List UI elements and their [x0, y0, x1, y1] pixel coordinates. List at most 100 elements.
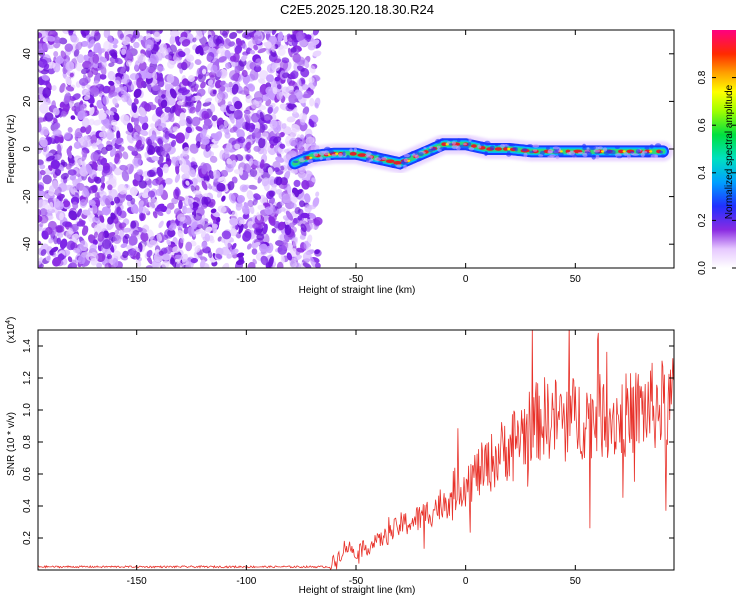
ridge-fringe: [439, 138, 445, 141]
noise-speck: [106, 128, 113, 140]
ridge-fringe: [539, 150, 545, 156]
noise-speck: [93, 80, 100, 86]
noise-speck: [125, 194, 133, 202]
noise-speck: [281, 123, 287, 129]
ridge-fringe: [582, 147, 588, 151]
noise-speck: [83, 95, 91, 101]
noise-speck: [120, 48, 127, 56]
noise-speck: [164, 177, 173, 185]
noise-speck: [243, 109, 251, 115]
ridge-core-blob: [357, 153, 367, 157]
spectrogram-x-ticks: -150 -100 -50 0 50: [127, 30, 581, 285]
noise-speck: [164, 54, 172, 60]
ridge-fringe: [489, 145, 495, 151]
noise-speck: [201, 204, 208, 210]
noise-speck: [38, 159, 44, 166]
ridge-fringe: [378, 161, 383, 165]
ridge-fringe: [479, 141, 485, 147]
noise-speck: [296, 65, 305, 72]
noise-speck: [152, 85, 161, 91]
noise-speck: [115, 137, 124, 144]
noise-speck: [282, 193, 292, 204]
noise-speck: [82, 209, 91, 216]
noise-speck: [267, 167, 273, 175]
noise-speck: [146, 138, 153, 147]
noise-speck: [280, 200, 285, 206]
ridge-fringe: [435, 138, 441, 144]
ridge-fringe: [538, 154, 544, 157]
noise-speck: [250, 112, 261, 123]
noise-speck: [90, 151, 99, 162]
noise-speck: [131, 102, 138, 113]
noise-speck: [304, 193, 311, 203]
noise-speck: [271, 30, 277, 36]
noise-speck: [44, 112, 54, 122]
noise-speck: [101, 239, 112, 250]
noise-speck: [190, 178, 198, 187]
noise-speck: [92, 62, 99, 69]
noise-speck: [303, 90, 312, 99]
noise-speck: [174, 173, 181, 183]
spectrogram-y-tick-label: -20: [22, 189, 33, 204]
noise-speck: [215, 69, 223, 78]
ridge-fringe: [552, 150, 559, 154]
noise-speck: [105, 110, 115, 116]
noise-speck: [129, 186, 139, 196]
noise-speck: [311, 177, 316, 183]
noise-speck: [112, 125, 120, 132]
ridge-fringe: [324, 150, 329, 156]
noise-speck: [235, 37, 243, 47]
noise-speck: [209, 151, 215, 158]
spectrogram-y-ticks: -40 -20 0 20 40: [22, 48, 674, 251]
noise-speck: [181, 78, 189, 86]
noise-speck: [241, 204, 250, 215]
ridge-fringe: [593, 149, 601, 153]
ridge-fringe: [403, 164, 407, 169]
noise-speck: [252, 160, 262, 167]
noise-speck: [41, 74, 50, 81]
noise-speck: [231, 83, 239, 95]
noise-speck: [185, 54, 195, 62]
noise-speck: [60, 50, 67, 60]
noise-speck: [109, 49, 118, 57]
noise-speck: [130, 197, 136, 205]
noise-speck: [65, 85, 75, 92]
noise-speck: [120, 66, 126, 75]
noise-speck: [138, 114, 149, 125]
noise-speck: [272, 136, 282, 144]
snr-scale-prefix: (x10: [6, 323, 17, 343]
ridge-fringe: [324, 146, 331, 152]
noise-speck: [173, 208, 181, 216]
noise-speck: [46, 44, 54, 49]
snr-series-line: [38, 330, 674, 570]
ridge-fringe: [416, 157, 422, 162]
noise-speck: [219, 80, 226, 86]
noise-speck: [214, 131, 223, 142]
noise-speck: [239, 90, 249, 95]
noise-speck: [166, 74, 175, 84]
noise-speck: [207, 250, 213, 259]
ridge-fringe: [319, 156, 323, 161]
noise-speck: [42, 174, 52, 185]
ridge-fringe: [484, 140, 491, 146]
noise-speck: [274, 76, 281, 82]
noise-speck: [247, 83, 256, 92]
noise-speck: [160, 99, 168, 109]
noise-speck: [146, 249, 153, 258]
noise-speck: [277, 48, 286, 56]
spectrogram-y-tick-label: 40: [22, 48, 33, 60]
noise-speck: [100, 146, 108, 155]
noise-speck: [108, 91, 118, 97]
noise-speck: [268, 190, 276, 197]
ridge-fringe: [329, 150, 334, 154]
ridge-fringe: [403, 158, 408, 163]
noise-speck: [234, 44, 243, 55]
noise-speck: [129, 73, 139, 81]
noise-speck: [81, 31, 87, 38]
colorbar-ticks: 0.0 0.2 0.4 0.6 0.8: [697, 70, 736, 275]
noise-speck: [306, 234, 313, 244]
noise-speck: [169, 105, 176, 114]
noise-speck: [156, 203, 165, 209]
noise-speck: [263, 30, 273, 35]
ridge-core-blob: [441, 142, 448, 146]
